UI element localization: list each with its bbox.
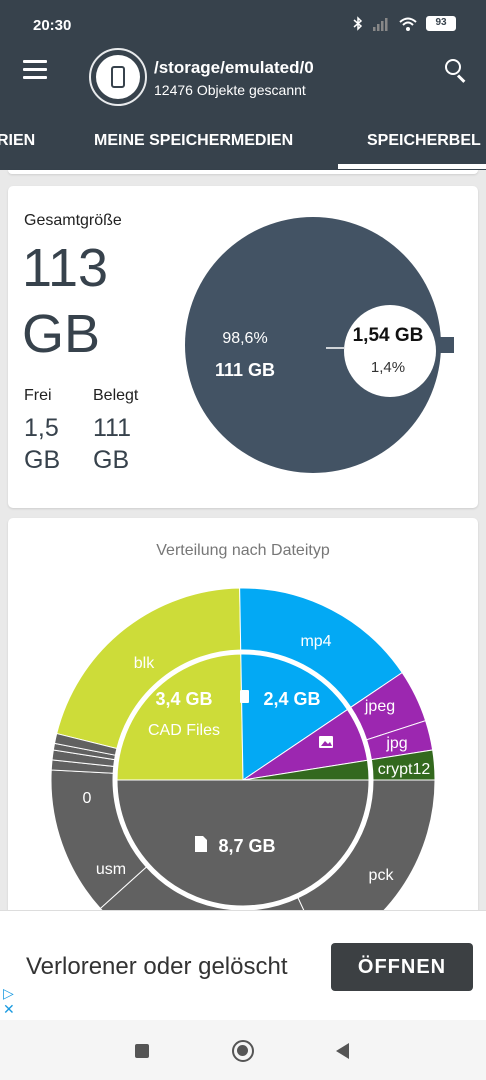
- tab-categories[interactable]: RIEN: [0, 132, 36, 149]
- outer-label-0: 0: [83, 790, 92, 807]
- document-icon: [195, 836, 207, 852]
- outer-label-mp4: mp4: [300, 633, 331, 650]
- total-size-value: 113: [22, 238, 109, 298]
- battery-icon: 93: [426, 16, 456, 31]
- ad-text: Verlorener oder gelöscht: [26, 953, 288, 980]
- outer-label-jpg: jpg: [385, 735, 407, 752]
- search-icon[interactable]: [445, 59, 467, 83]
- used-label: Belegt: [93, 387, 139, 404]
- tab-storage-usage[interactable]: SPEICHERBEL: [367, 132, 481, 149]
- menu-icon[interactable]: [23, 60, 47, 80]
- active-tab-indicator: [338, 164, 486, 169]
- home-button[interactable]: [232, 1040, 254, 1062]
- free-label: Frei: [24, 387, 52, 404]
- back-button[interactable]: [336, 1043, 349, 1059]
- system-nav-bar: [0, 1020, 486, 1080]
- outer-label-usm: usm: [96, 861, 126, 878]
- outer-label-crypt12: crypt12: [378, 761, 431, 778]
- free-percent-label: 1,4%: [371, 359, 405, 376]
- tab-bar: RIEN MEINE SPEICHERMEDIEN SPEICHERBEL: [0, 112, 486, 170]
- used-percent-label: 98,6%: [222, 330, 267, 347]
- status-bar: 20:30 93: [0, 0, 486, 42]
- chart-title: Verteilung nach Dateityp: [156, 542, 330, 559]
- used-value: 111 GB: [93, 414, 132, 474]
- bluetooth-icon: [353, 16, 363, 31]
- film-icon: [240, 690, 249, 703]
- outer-label-jpeg: jpeg: [364, 698, 395, 715]
- signal-icon: [373, 17, 388, 31]
- status-icons: 93: [353, 16, 456, 31]
- ring-separator: [113, 650, 373, 910]
- outer-label-pck: pck: [369, 867, 395, 884]
- free-value-label: 1,54 GB: [353, 325, 424, 346]
- inner-label-other-value: 8,7 GB: [218, 836, 275, 856]
- total-size-unit: GB: [22, 304, 101, 364]
- wifi-icon: [399, 17, 417, 31]
- inner-label-cad-value: 3,4 GB: [155, 689, 212, 709]
- outer-label-blk: blk: [134, 655, 155, 672]
- adchoices-icon[interactable]: ▷ ✕: [3, 985, 15, 1017]
- inner-label-video-value: 2,4 GB: [263, 689, 320, 709]
- inner-slice-4: [116, 779, 370, 907]
- total-size-label: Gesamtgröße: [24, 212, 122, 229]
- tab-my-storage[interactable]: MEINE SPEICHERMEDIEN: [94, 132, 294, 149]
- inner-label-cad-name: CAD Files: [148, 722, 220, 739]
- used-value-label: 111 GB: [215, 360, 275, 380]
- recents-button[interactable]: [135, 1044, 149, 1058]
- free-bubble: [344, 305, 436, 397]
- inner-slice-1: [240, 653, 349, 781]
- storage-pie-chart[interactable]: 98,6% 111 GB 1,54 GB 1,4%: [8, 186, 478, 508]
- scanned-count: 12476 Objekte gescannt: [154, 82, 306, 98]
- used-slice: [185, 217, 441, 473]
- file-type-card: Verteilung nach Dateityp blk mp4 jpeg jpg cr…: [8, 518, 478, 938]
- inner-slice-0: [116, 653, 244, 781]
- storage-size-card: Gesamtgröße 113 GB Frei Belegt 1,5 GB 111…: [8, 186, 478, 508]
- ad-open-button[interactable]: ÖFFNEN: [331, 943, 473, 991]
- previous-card: [8, 170, 478, 174]
- ad-banner[interactable]: Verlorener oder gelöscht ÖFFNEN ▷ ✕: [0, 910, 486, 1020]
- file-type-sunburst-chart[interactable]: blk mp4 jpeg jpg crypt12 pck usm 0 3,4 GB CAD Fil…: [8, 518, 478, 938]
- app-bar: /storage/emulated/0 12476 Objekte gescan…: [0, 42, 486, 112]
- storage-path: /storage/emulated/0: [154, 58, 314, 77]
- status-time: 20:30: [33, 17, 72, 34]
- device-storage-icon: [89, 48, 147, 106]
- image-icon-mountain: [321, 741, 332, 746]
- free-value: 1,5 GB: [24, 414, 61, 474]
